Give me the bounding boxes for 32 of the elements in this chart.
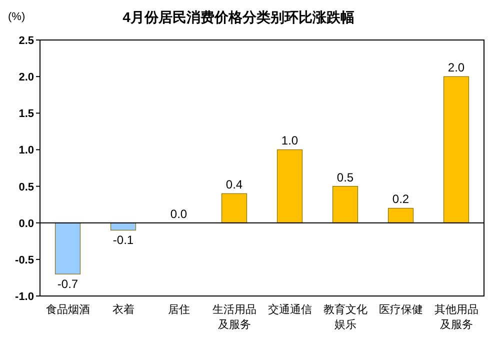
x-tick-label: 居住 bbox=[168, 304, 190, 316]
bar bbox=[388, 208, 414, 224]
y-tick-label: 1.0 bbox=[18, 144, 34, 157]
data-label: 1.0 bbox=[281, 134, 298, 148]
y-tick-label: 0.0 bbox=[18, 218, 34, 230]
data-label: -0.7 bbox=[57, 277, 78, 292]
x-tick-label: 教育文化娱乐 bbox=[323, 303, 368, 331]
data-label: 0.4 bbox=[226, 178, 243, 192]
x-tick-label: 其他用品及服务 bbox=[434, 303, 478, 331]
y-tick-label: -0.5 bbox=[15, 254, 34, 266]
bar bbox=[443, 76, 470, 224]
bar bbox=[54, 222, 81, 274]
x-tick-label: 衣着 bbox=[112, 303, 134, 316]
y-tick-label: 2.5 bbox=[18, 35, 34, 47]
y-axis-title: (%) bbox=[8, 11, 26, 23]
data-label: 0.0 bbox=[170, 206, 188, 221]
y-tick-label: 1.5 bbox=[18, 108, 34, 120]
y-tick-label: 0.5 bbox=[18, 181, 34, 194]
y-tick-label: -1.0 bbox=[15, 291, 34, 303]
data-label: 0.2 bbox=[392, 192, 410, 206]
x-tick-label: 医疗保健 bbox=[378, 303, 423, 316]
x-tick-label: 生活用品及服务 bbox=[212, 303, 256, 331]
x-tick-label: 食品烟酒 bbox=[46, 303, 90, 316]
data-label: 2.0 bbox=[448, 60, 465, 75]
data-label: -0.1 bbox=[112, 233, 134, 248]
bar bbox=[332, 186, 358, 224]
x-tick-label: 交通通信 bbox=[268, 303, 312, 316]
chart-title: 4月份居民消费价格分类别环比涨跌幅 bbox=[122, 9, 354, 25]
y-tick-label: 2.0 bbox=[18, 72, 34, 84]
bar bbox=[276, 149, 303, 224]
bar bbox=[221, 193, 248, 224]
data-label: 0.5 bbox=[336, 170, 354, 184]
